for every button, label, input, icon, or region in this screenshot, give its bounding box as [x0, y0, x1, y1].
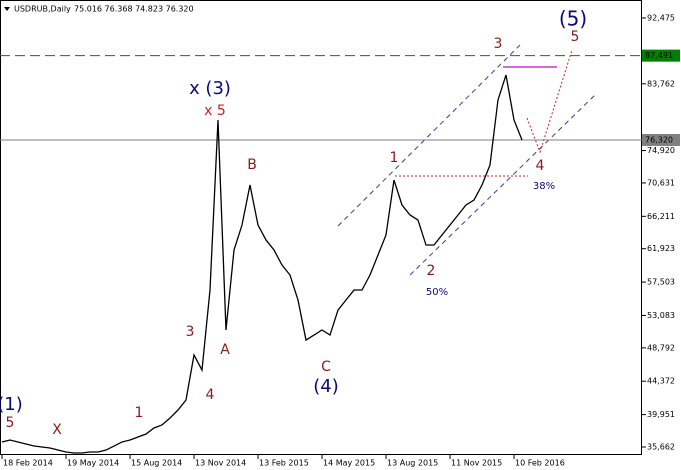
wave-label: 3 — [186, 324, 195, 340]
wave-label: x 5 — [204, 103, 226, 119]
wave-label: 50% — [426, 287, 448, 298]
y-tick-label: 92,475 — [647, 14, 675, 23]
wave-label: 5 — [6, 415, 15, 431]
wave-label: 1 — [135, 405, 144, 421]
y-tick-label: 83,762 — [647, 79, 675, 88]
x-tick-label: 14 May 2015 — [323, 459, 375, 468]
x-tick-label: 18 Feb 2014 — [3, 459, 53, 468]
y-tick-label: 53,083 — [647, 311, 675, 320]
wave-label: (4) — [313, 376, 339, 397]
price-level-box — [642, 49, 680, 62]
y-tick-label: 74,920 — [647, 146, 675, 155]
menu-arrow — [4, 7, 10, 11]
wave-label: B — [247, 157, 257, 173]
channel-lower — [409, 94, 596, 276]
price-line — [1, 74, 523, 454]
wave-label: X — [52, 422, 62, 438]
wave-label: (1) — [0, 394, 23, 415]
chart-subtitle: 75.016 76.368 74.823 76.320 — [74, 5, 194, 14]
y-tick-label: 35,662 — [647, 443, 675, 452]
wave-label: 4 — [206, 387, 215, 403]
price-level-box — [642, 133, 680, 146]
wave-label: 2 — [427, 263, 436, 279]
wave-label: 38% — [533, 181, 555, 192]
y-tick-label: 70,631 — [647, 178, 675, 187]
wave-label: A — [220, 342, 230, 358]
plot-frame — [0, 0, 642, 455]
wave-label: x (3) — [189, 78, 231, 99]
y-tick-label: 66,211 — [647, 212, 675, 221]
wave-label: 5 — [571, 29, 580, 45]
wave-label: C — [321, 359, 331, 375]
x-tick-label: 13 Feb 2015 — [259, 459, 309, 468]
x-tick-label: 11 Nov 2015 — [451, 459, 502, 468]
x-tick-label: 13 Aug 2015 — [387, 459, 438, 468]
wave-label: 3 — [494, 36, 503, 52]
price-level-label: 87,491 — [645, 51, 673, 60]
chart-title: USDRUB,Daily — [14, 5, 71, 14]
y-tick-label: 44,372 — [647, 377, 675, 386]
y-tick-label: 61,923 — [647, 244, 675, 253]
y-tick-label: 57,503 — [647, 278, 675, 287]
channel-upper — [337, 44, 521, 227]
y-tick-label: 39,951 — [647, 410, 675, 419]
projection — [526, 49, 573, 154]
price-level-label: 76,320 — [645, 135, 673, 144]
wave-label: (5) — [559, 7, 587, 31]
x-tick-label: 19 May 2014 — [67, 459, 119, 468]
wave-label: 4 — [536, 158, 545, 174]
wave-label: 1 — [390, 150, 399, 166]
x-tick-label: 15 Aug 2014 — [131, 459, 182, 468]
y-tick-label: 48,792 — [647, 343, 675, 352]
x-tick-label: 13 Nov 2014 — [195, 459, 246, 468]
x-tick-label: 10 Feb 2016 — [515, 459, 565, 468]
